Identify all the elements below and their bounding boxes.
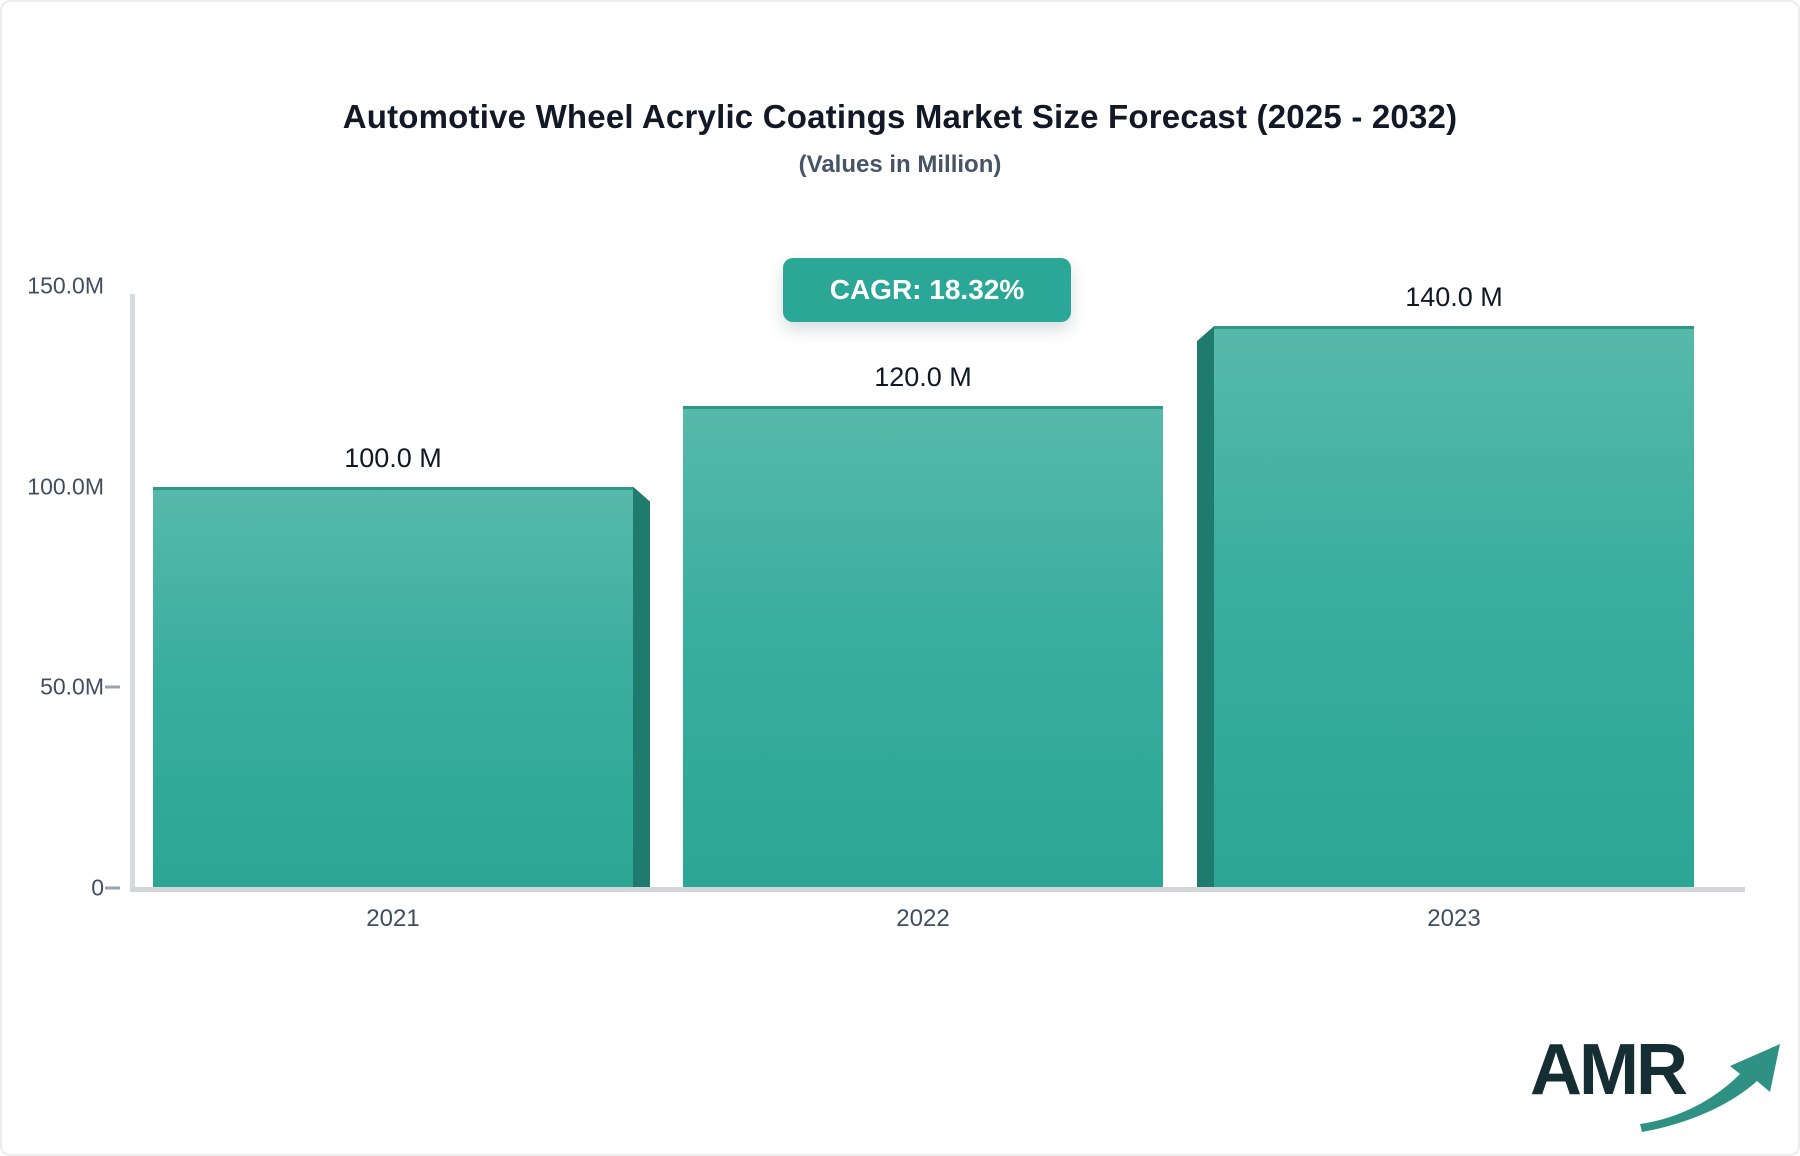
y-tick-dash-50 [105,685,120,689]
x-axis-line [130,887,1745,892]
y-axis-line [130,294,135,892]
bar-2021 [153,486,633,888]
y-tick-dash-0 [105,886,120,890]
chart-subtitle: (Values in Million) [798,151,1002,178]
x-tick-label-2022: 2022 [896,905,950,932]
bar-value-label-2022: 120.0 M [874,362,972,393]
amr-logo: AMR [1530,1030,1780,1134]
y-tick-label-150: 150.0M [27,272,104,299]
chart-title: Automotive Wheel Acrylic Coatings Market… [342,98,1458,135]
bar-2023 [1214,326,1694,888]
x-tick-label-2021: 2021 [366,905,420,932]
bar-value-label-2023: 140.0 M [1405,282,1503,313]
bar-2021-side-face [633,486,650,888]
cagr-badge: CAGR: 18.32% [783,258,1071,322]
amr-logo-text: AMR [1530,1030,1688,1110]
y-tick-label-50: 50.0M [40,673,104,700]
x-tick-label-2023: 2023 [1427,905,1481,932]
bar-2022 [683,406,1163,888]
logo-arrow-icon [1640,1044,1780,1132]
y-tick-label-0: 0 [91,874,104,901]
bar-2023-side-face [1197,326,1214,888]
y-tick-label-100: 100.0M [27,473,104,500]
bar-value-label-2021: 100.0 M [344,442,442,473]
